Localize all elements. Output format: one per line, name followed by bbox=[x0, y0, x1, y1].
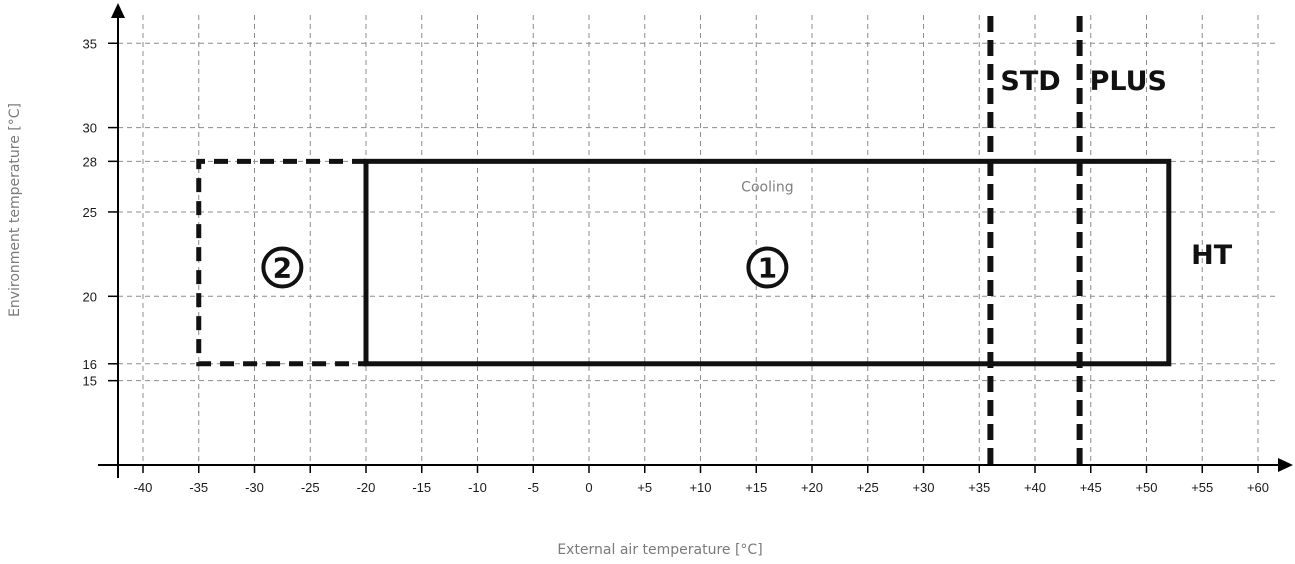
region-2-marker bbox=[261, 246, 304, 289]
x-tick-label: +35 bbox=[968, 480, 990, 495]
regions: 12 bbox=[196, 158, 1172, 367]
region-2-label: 2 bbox=[273, 252, 292, 285]
y-tick-label: 28 bbox=[83, 154, 97, 169]
x-tick-label: -40 bbox=[134, 480, 153, 495]
x-tick-label: +45 bbox=[1080, 480, 1102, 495]
x-ticks: -40 -35 -30 -25 -20 -15 -10 -5 0 +5 +10 +15 +20 +25 +3… bbox=[134, 465, 1269, 495]
x-tick-label: -35 bbox=[189, 480, 208, 495]
x-tick-label: -15 bbox=[412, 480, 431, 495]
limit-label-plus: PLUS bbox=[1090, 66, 1167, 97]
region-1-outline bbox=[363, 158, 1172, 367]
annotations: Cooling HT bbox=[741, 180, 1233, 271]
x-axis-label: External air temperature [°C] bbox=[557, 542, 762, 558]
region-1-marker bbox=[746, 246, 789, 289]
x-tick-label: -25 bbox=[301, 480, 320, 495]
y-tick-label: 15 bbox=[83, 374, 97, 389]
y-tick-label: 30 bbox=[83, 121, 97, 136]
limit-label-std: STD bbox=[1000, 66, 1060, 97]
y-tick-label: 25 bbox=[83, 205, 97, 220]
x-tick-label: +5 bbox=[637, 480, 652, 495]
x-tick-label: +40 bbox=[1024, 480, 1046, 495]
x-axis-arrow-icon bbox=[1278, 458, 1293, 472]
y-tick-label: 16 bbox=[83, 357, 97, 372]
x-tick-label: -20 bbox=[357, 480, 376, 495]
region-1-label: 1 bbox=[758, 252, 777, 285]
y-axis-arrow-icon bbox=[111, 3, 125, 18]
x-tick-label: +20 bbox=[801, 480, 823, 495]
x-tick-label: -10 bbox=[468, 480, 487, 495]
y-tick-label: 20 bbox=[83, 289, 97, 304]
x-tick-label: +55 bbox=[1191, 480, 1213, 495]
x-tick-label: -5 bbox=[527, 480, 539, 495]
x-tick-label: +25 bbox=[857, 480, 879, 495]
y-tick-label: 35 bbox=[83, 36, 97, 51]
x-tick-label: +15 bbox=[745, 480, 767, 495]
x-tick-label: +50 bbox=[1135, 480, 1157, 495]
annotation-ht: HT bbox=[1191, 240, 1233, 271]
x-tick-label: 0 bbox=[585, 480, 592, 495]
x-tick-label: +10 bbox=[689, 480, 711, 495]
y-axis-label: Environment temperature [°C] bbox=[7, 103, 23, 317]
axes bbox=[98, 3, 1293, 478]
x-tick-label: -30 bbox=[245, 480, 264, 495]
annotation-cooling: Cooling bbox=[741, 180, 793, 196]
x-tick-label: +60 bbox=[1247, 480, 1269, 495]
x-tick-label: +30 bbox=[912, 480, 934, 495]
vertical-limits: STD PLUS bbox=[987, 16, 1167, 465]
y-ticks: 16 15 20 25 28 30 35 bbox=[83, 36, 118, 389]
